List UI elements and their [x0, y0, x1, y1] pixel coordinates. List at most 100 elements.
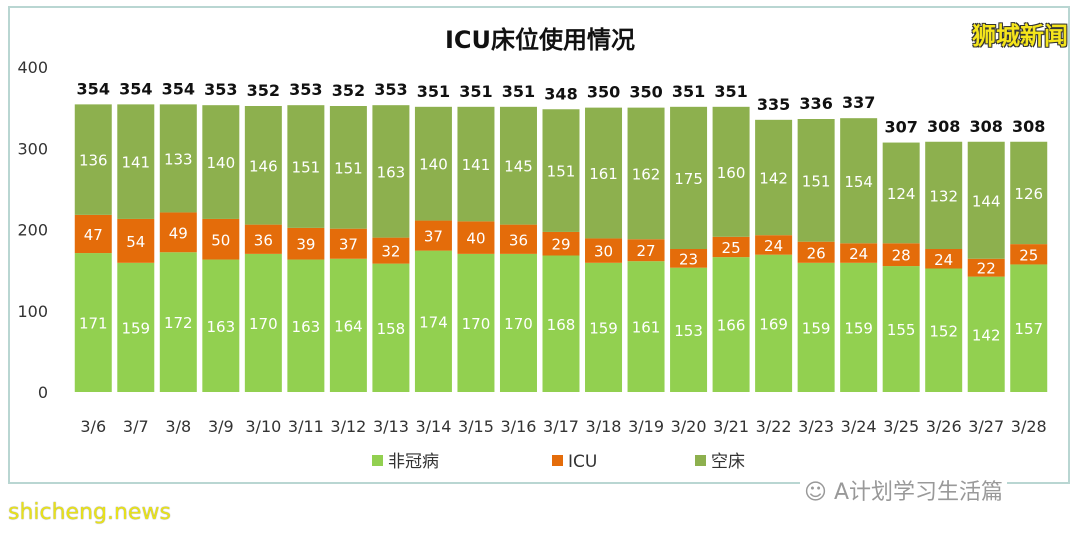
data-label: 28 — [892, 247, 911, 265]
total-label: 337 — [842, 93, 875, 112]
x-tick-label: 3/17 — [543, 417, 579, 436]
x-tick-label: 3/24 — [841, 417, 877, 436]
total-label: 351 — [714, 82, 747, 101]
total-label: 307 — [884, 118, 917, 137]
data-label: 151 — [334, 159, 363, 177]
data-label: 30 — [594, 243, 613, 261]
data-label: 174 — [419, 313, 448, 331]
data-label: 133 — [164, 150, 193, 168]
bar-segment — [499, 106, 537, 225]
data-label: 172 — [164, 314, 193, 332]
data-label: 26 — [807, 244, 826, 262]
data-label: 170 — [249, 315, 278, 333]
x-tick-label: 3/15 — [458, 417, 494, 436]
data-label: 132 — [929, 187, 958, 205]
account-watermark: ☺ A计划学习生活篇 — [800, 474, 1007, 506]
data-label: 160 — [717, 164, 746, 182]
legend-swatch — [372, 455, 383, 466]
bar-segment — [117, 262, 155, 392]
bar-segment — [159, 104, 197, 213]
data-label: 171 — [79, 315, 108, 333]
bar-segment — [372, 105, 410, 238]
data-label: 27 — [636, 242, 655, 260]
bar-segment — [925, 249, 963, 269]
data-label: 23 — [679, 250, 698, 268]
x-tick-label: 3/14 — [415, 417, 451, 436]
x-tick-label: 3/20 — [671, 417, 707, 436]
bar-segment — [287, 227, 325, 260]
total-label: 350 — [587, 83, 620, 102]
legend-swatch — [695, 455, 706, 466]
brand-watermark: 狮城新闻 — [972, 22, 1068, 50]
data-label: 49 — [169, 224, 188, 242]
bar-segment — [755, 119, 793, 236]
data-label: 163 — [292, 318, 321, 336]
data-label: 47 — [84, 226, 103, 244]
x-tick-label: 3/10 — [245, 417, 281, 436]
data-label: 126 — [1014, 185, 1043, 203]
data-label: 50 — [211, 231, 230, 249]
legend-label: ICU — [568, 452, 597, 472]
bar-segment — [755, 235, 793, 255]
y-tick-label: 100 — [17, 302, 48, 321]
data-label: 39 — [296, 236, 315, 254]
data-label: 159 — [121, 319, 150, 337]
data-label: 151 — [292, 159, 321, 177]
x-tick-label: 3/18 — [586, 417, 622, 436]
data-label: 151 — [802, 172, 831, 190]
bar-segment — [882, 243, 920, 267]
bar-segment — [287, 259, 325, 392]
x-tick-label: 3/6 — [80, 417, 106, 436]
data-label: 22 — [977, 260, 996, 278]
x-tick-label: 3/7 — [123, 417, 149, 436]
data-label: 136 — [79, 152, 108, 170]
x-tick-label: 3/25 — [883, 417, 919, 436]
bar-segment — [882, 142, 920, 244]
bar-segment — [755, 254, 793, 392]
data-label: 36 — [509, 231, 528, 249]
data-label: 170 — [504, 315, 533, 333]
bar-segment — [627, 239, 665, 262]
bar-segment — [499, 224, 537, 254]
data-label: 124 — [887, 185, 916, 203]
data-label: 141 — [462, 156, 491, 174]
data-label: 154 — [844, 173, 873, 191]
data-label: 159 — [844, 319, 873, 337]
data-label: 37 — [339, 236, 358, 254]
y-tick-label: 200 — [17, 221, 48, 240]
account-name: A计划学习生活篇 — [833, 480, 1003, 505]
bar-segment — [457, 106, 495, 222]
data-label: 151 — [547, 163, 576, 181]
data-label: 141 — [121, 154, 150, 172]
total-label: 353 — [289, 80, 322, 99]
bar-segment — [840, 243, 878, 263]
bar-segment — [967, 258, 1005, 277]
bar-segment — [117, 218, 155, 263]
total-label: 348 — [544, 84, 577, 103]
total-label: 351 — [502, 82, 535, 101]
data-label: 37 — [424, 228, 443, 246]
data-label: 24 — [934, 251, 953, 269]
bar-segment — [670, 249, 708, 268]
bar-segment — [202, 105, 240, 219]
bar-segment — [74, 104, 112, 215]
bar-segment — [882, 266, 920, 392]
total-label: 352 — [247, 81, 280, 100]
total-label: 354 — [77, 79, 110, 98]
y-tick-label: 0 — [38, 383, 48, 402]
data-label: 175 — [674, 170, 703, 188]
total-label: 351 — [672, 82, 705, 101]
x-tick-label: 3/13 — [373, 417, 409, 436]
bar-segment — [414, 220, 452, 251]
bar-segment — [967, 141, 1005, 259]
data-label: 54 — [126, 233, 145, 251]
data-label: 169 — [759, 315, 788, 333]
x-tick-label: 3/9 — [208, 417, 234, 436]
bar-segment — [202, 218, 240, 260]
bar-segment — [585, 262, 623, 392]
bar-segment — [797, 241, 835, 263]
bar-segment — [244, 253, 282, 392]
total-label: 351 — [417, 82, 450, 101]
chart-frame — [8, 6, 1070, 484]
